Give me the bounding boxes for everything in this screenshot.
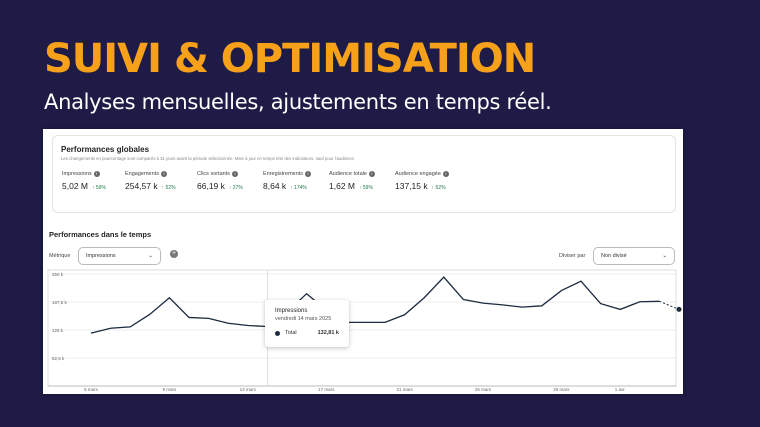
- y-tick-label: 187,5 k: [52, 300, 68, 305]
- metric-change-value: 52%: [435, 185, 446, 191]
- slide-subtitle: Analyses mensuelles, ajustements en temp…: [44, 90, 552, 114]
- x-tick-label: 21 mars: [396, 387, 413, 392]
- metric-label: Impressions: [62, 171, 92, 177]
- chevron-down-icon: ⌄: [662, 253, 667, 259]
- split-select-value: Non divisé: [601, 253, 627, 259]
- metric-change: ↑ 174%: [290, 185, 307, 191]
- chart-tooltip: Impressions vendredi 14 mars 2025 Total 1…: [265, 300, 349, 347]
- info-icon[interactable]: i: [368, 171, 375, 177]
- slide-title: SUIVI & OPTIMISATION: [44, 36, 536, 82]
- series-dot-icon: [275, 330, 280, 336]
- metric-change-value: 59%: [362, 185, 373, 191]
- plot-border: [47, 269, 677, 387]
- metric-label: Engagements: [125, 171, 159, 177]
- summary-title: Performances globales: [61, 145, 150, 154]
- x-tick-label: 1 avr.: [615, 387, 626, 392]
- metric-3: Enregistrements i 8,64 k ↑ 174%: [263, 171, 312, 191]
- metric-change: ↑ 52%: [431, 185, 446, 191]
- add-metric-icon[interactable]: +: [170, 250, 178, 258]
- metric-label: Enregistrements: [263, 171, 304, 177]
- metric-value: 254,57 k: [125, 181, 158, 191]
- y-tick-label: 125 k: [52, 328, 64, 333]
- data-point: [676, 306, 682, 312]
- metric-1: Engagements i 254,57 k ↑ 52%: [125, 171, 176, 191]
- info-icon[interactable]: i: [160, 171, 167, 177]
- series-line-projection: [659, 300, 680, 310]
- metric-change: ↑ 59%: [359, 185, 373, 191]
- metric-value: 66,19 k: [197, 181, 225, 191]
- metric-change-value: 27%: [232, 185, 243, 191]
- metric-label: Audience totale: [329, 171, 367, 177]
- chevron-down-icon: ⌄: [148, 253, 153, 259]
- metric-value: 137,15 k: [395, 181, 428, 191]
- metric-label: Clics sortants: [197, 171, 231, 177]
- info-icon[interactable]: i: [442, 171, 449, 177]
- x-tick-label: 9 mars: [163, 387, 178, 392]
- metric-label: Métrique: [49, 253, 71, 259]
- metric-change-value: 174%: [294, 185, 307, 191]
- x-tick-label: 13 mars: [240, 387, 257, 392]
- tooltip-date: vendredi 14 mars 2025: [275, 316, 332, 322]
- metric-select-value: Impressions: [86, 253, 116, 259]
- series-line: [90, 276, 660, 334]
- info-icon[interactable]: i: [232, 171, 239, 177]
- metric-change: ↑ 27%: [228, 185, 243, 191]
- metric-5: Audience engagée i 137,15 k ↑ 52%: [395, 171, 449, 191]
- metric-change-value: 52%: [165, 185, 176, 191]
- over-time-title: Performances dans le temps: [49, 230, 152, 239]
- metric-label: Audience engagée: [395, 171, 441, 177]
- y-tick-label: 62,5 k: [52, 356, 65, 361]
- metric-select[interactable]: Impressions ⌄: [78, 247, 161, 265]
- x-tick-label: 25 mars: [475, 387, 492, 392]
- tooltip-title: Impressions: [275, 308, 308, 314]
- x-tick-label: 5 mars: [84, 387, 99, 392]
- split-label: Diviser par: [559, 253, 586, 259]
- metric-change: ↑ 59%: [92, 185, 106, 191]
- line-chart[interactable]: 250 k 187,5 k 125 k 62,5 k 5 mars 9 mars 13 ma…: [43, 129, 683, 394]
- summary-description: Les changements en pourcentage sont comp…: [61, 156, 356, 161]
- metric-2: Clics sortants i 66,19 k ↑ 27%: [197, 171, 243, 191]
- split-select[interactable]: Non divisé ⌄: [593, 247, 675, 265]
- info-icon[interactable]: i: [93, 171, 100, 177]
- metric-change: ↑ 52%: [161, 185, 176, 191]
- metric-4: Audience totale i 1,62 M ↑ 59%: [329, 171, 375, 191]
- metric-value: 1,62 M: [329, 181, 355, 191]
- info-icon[interactable]: i: [305, 171, 312, 177]
- analytics-screenshot: Performances globales Les changements en…: [43, 129, 683, 394]
- x-tick-label: 17 mars: [318, 387, 335, 392]
- metric-change-value: 59%: [95, 185, 106, 191]
- x-tick-label: 29 mars: [553, 387, 570, 392]
- tooltip-series: Total: [285, 330, 297, 336]
- y-tick-label: 250 k: [52, 272, 64, 277]
- tooltip-value: 132,81 k: [317, 330, 339, 336]
- metric-value: 8,64 k: [263, 181, 287, 191]
- metric-value: 5,02 M: [62, 181, 88, 191]
- metric-0: Impressions i 5,02 M ↑ 59%: [62, 171, 106, 191]
- summary-card: Performances globales Les changements en…: [52, 135, 676, 213]
